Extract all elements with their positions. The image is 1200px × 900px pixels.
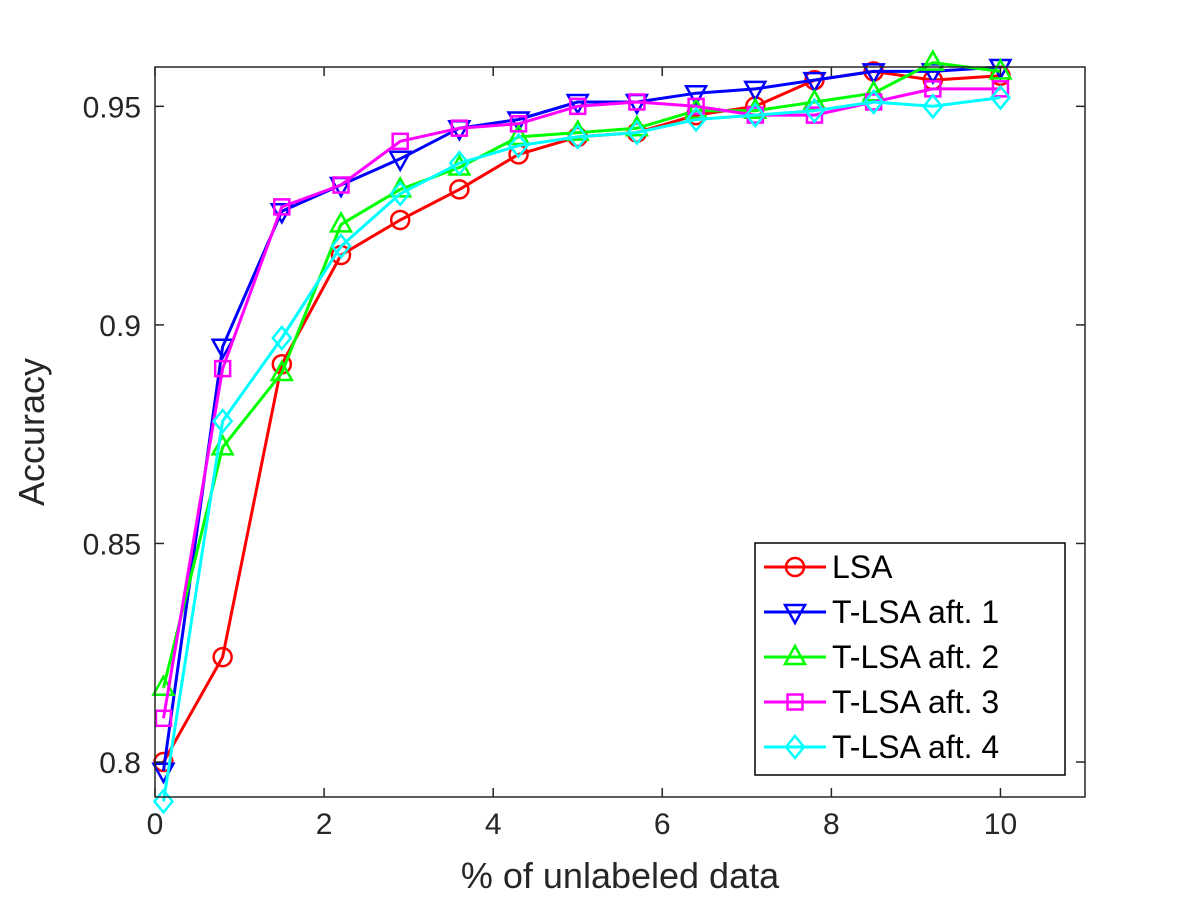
- data-point: [210, 338, 235, 361]
- y-tick-label: 0.8: [99, 747, 141, 780]
- x-tick-label: 10: [984, 808, 1017, 841]
- data-point: [389, 209, 411, 231]
- x-tick-label: 4: [485, 808, 502, 841]
- legend-item: T-LSA aft. 4: [764, 729, 999, 765]
- legend-label: T-LSA aft. 3: [832, 684, 999, 720]
- data-point: [269, 359, 294, 382]
- series-5: [152, 84, 1012, 815]
- data-point: [565, 93, 590, 116]
- data-point: [509, 115, 528, 133]
- legend-marker: [782, 643, 808, 666]
- data-point: [568, 97, 587, 116]
- data-point: [803, 97, 826, 124]
- data-point: [450, 119, 469, 137]
- data-point: [802, 71, 827, 94]
- legend-marker: [784, 734, 806, 760]
- data-point: [212, 646, 233, 668]
- data-point: [626, 119, 648, 146]
- data-point: [506, 123, 531, 146]
- data-point: [449, 179, 470, 200]
- data-point: [389, 180, 411, 207]
- legend-marker: [784, 556, 806, 578]
- y-axis-title: Accuracy: [11, 358, 52, 506]
- legend-box: [754, 542, 1066, 776]
- legend-items: LSA T-LSA aft. 1 T-LSA aft. 2 T-LSA aft. 3 T…: [764, 549, 999, 765]
- data-point: [989, 84, 1012, 111]
- data-point: [330, 233, 352, 260]
- axes-layer: 0 2 4 6 8 10 0.8 0.85 0.9 0.95: [83, 67, 1085, 841]
- legend: LSA T-LSA aft. 1 T-LSA aft. 2 T-LSA aft. 3 T…: [754, 542, 1066, 776]
- data-point: [567, 123, 589, 150]
- data-point: [991, 80, 1010, 98]
- data-point: [988, 57, 1013, 80]
- series-line: [162, 96, 1001, 802]
- data-point: [212, 408, 234, 435]
- plot-frame: [154, 66, 1086, 798]
- series-line: [162, 61, 1001, 689]
- data-point: [154, 709, 173, 728]
- x-tick-label: 0: [147, 808, 164, 841]
- data-point: [388, 150, 413, 173]
- data-point: [922, 93, 944, 120]
- data-point: [507, 132, 530, 159]
- legend-item: T-LSA aft. 2: [764, 639, 999, 675]
- series-layer: [151, 49, 1013, 815]
- legend-marker: [782, 603, 808, 626]
- data-point: [743, 80, 768, 103]
- data-point: [802, 88, 827, 111]
- x-tick-label: 2: [316, 808, 333, 841]
- data-point: [683, 97, 709, 119]
- data-point: [328, 210, 354, 233]
- legend-item: T-LSA aft. 3: [764, 684, 999, 720]
- data-point: [271, 325, 293, 351]
- data-point: [920, 49, 945, 71]
- data-point: [391, 132, 409, 151]
- legend-label: T-LSA aft. 2: [832, 639, 999, 675]
- data-point: [861, 79, 886, 102]
- data-point: [863, 88, 885, 115]
- data-point: [861, 63, 886, 85]
- x-tick-label: 6: [654, 808, 671, 841]
- y-tick-label: 0.95: [83, 91, 141, 124]
- data-point: [628, 93, 646, 111]
- data-point: [273, 198, 291, 216]
- data-point: [920, 63, 945, 85]
- series-line: [162, 65, 1001, 772]
- legend-item: LSA: [764, 549, 893, 585]
- x-axis-title: % of unlabeled data: [461, 855, 780, 896]
- data-point: [687, 97, 705, 116]
- x-tick-label: 8: [823, 808, 840, 841]
- data-point: [685, 106, 707, 133]
- data-point: [744, 102, 766, 129]
- legend-label: LSA: [832, 549, 893, 585]
- legend-marker: [786, 693, 804, 711]
- legend-label: T-LSA aft. 4: [832, 729, 999, 765]
- data-point: [448, 150, 470, 177]
- data-point: [683, 84, 709, 107]
- data-point: [332, 176, 350, 194]
- legend-item: T-LSA aft. 1: [764, 594, 999, 630]
- data-point: [213, 359, 232, 378]
- y-tick-label: 0.85: [83, 528, 141, 561]
- legend-label: T-LSA aft. 1: [832, 594, 999, 630]
- y-tick-label: 0.9: [99, 310, 141, 343]
